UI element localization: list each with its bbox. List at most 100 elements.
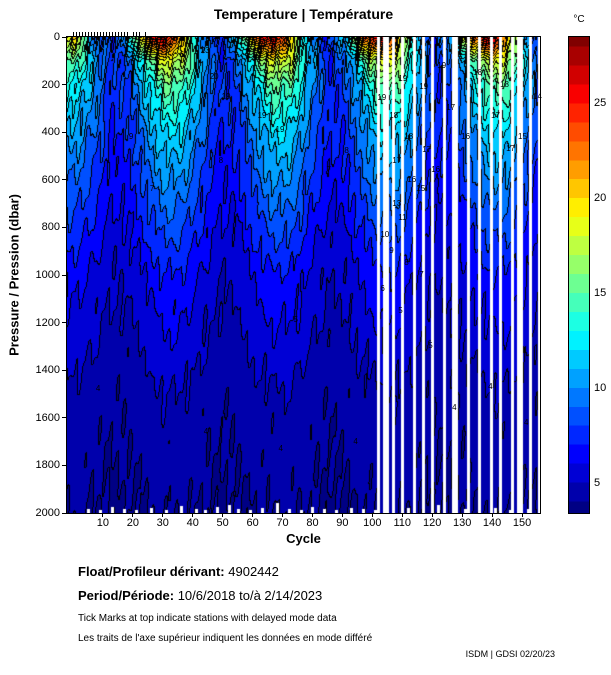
y-axis-tick-label: 200	[41, 78, 60, 91]
delayed-mode-tick	[96, 32, 98, 37]
x-axis-tick-mark	[282, 513, 284, 517]
x-axis-tick-mark	[521, 513, 523, 517]
contour-label: 19	[275, 124, 285, 134]
y-axis-tick-mark	[62, 84, 67, 86]
contour-label: 23	[200, 46, 210, 56]
contour-label: 5	[398, 305, 403, 315]
colorbar-tick-label: 15	[594, 287, 607, 300]
delayed-mode-tick	[72, 32, 74, 37]
y-axis-tick-mark	[62, 131, 67, 133]
contour-label: 4	[95, 384, 101, 394]
contour-label: 6	[179, 49, 185, 59]
x-axis-tick-mark	[341, 513, 343, 517]
delayed-mode-tick	[126, 32, 128, 37]
contour-label: 4	[524, 417, 529, 427]
delayed-mode-tick	[75, 32, 77, 37]
delayed-mode-tick	[120, 32, 122, 37]
delayed-mode-tick	[81, 32, 83, 37]
contour-label: 17	[491, 110, 500, 120]
y-axis-tick-label: 600	[41, 173, 60, 186]
colorbar-tick-label: 5	[594, 476, 601, 489]
x-axis-tick-mark	[102, 513, 104, 517]
contour-label: 20	[293, 54, 303, 64]
x-axis-tick-mark	[431, 513, 433, 517]
x-axis-tick-label: 80	[306, 517, 319, 529]
delayed-mode-tick	[90, 32, 92, 37]
x-axis-tick-mark	[132, 513, 134, 517]
period-line: Period/Période: 10/6/2018 to/à 2/14/2023	[78, 588, 322, 603]
delayed-mode-tick	[114, 32, 116, 37]
colorbar-tick-label: 20	[594, 192, 607, 205]
contour-label: 5	[293, 315, 298, 325]
y-axis-tick-label: 400	[41, 126, 60, 139]
contour-label: 18	[389, 110, 399, 120]
contour-label: 17	[392, 155, 402, 165]
x-axis-label: Cycle	[286, 531, 321, 546]
period-label: Period/Période:	[78, 588, 175, 603]
x-axis-tick-mark	[491, 513, 493, 517]
contour-label: 16	[431, 165, 441, 175]
delayed-mode-tick	[105, 32, 107, 37]
contour-label: 16	[407, 174, 417, 184]
y-axis-tick-mark	[62, 369, 67, 371]
contour-label: 19	[419, 81, 429, 91]
y-axis-tick-label: 800	[41, 221, 60, 234]
y-axis-tick-label: 1400	[35, 364, 60, 377]
y-axis-tick-label: 1600	[35, 411, 60, 424]
contour-label: 19	[221, 91, 231, 101]
x-axis-tick-label: 10	[96, 517, 110, 529]
x-axis-tick-mark	[162, 513, 164, 517]
colorbar-unit-label: °C	[573, 14, 585, 25]
x-axis-tick-label: 150	[512, 517, 532, 529]
x-axis-tick-label: 130	[452, 517, 472, 529]
contour-label: 17	[506, 143, 515, 153]
chart-title: Temperature | Température	[213, 6, 394, 22]
y-axis-tick-mark	[62, 322, 67, 324]
delayed-mode-tick	[135, 32, 137, 37]
x-axis-tick-mark	[252, 513, 254, 517]
y-axis-tick-mark	[62, 464, 67, 466]
contour-label: 18	[404, 131, 414, 141]
note-delayed-mode-en: Tick Marks at top indicate stations with…	[78, 613, 337, 624]
float-id-label: Float/Profileur dérivant:	[78, 564, 225, 579]
delayed-mode-tick	[99, 32, 101, 37]
colorbar	[568, 36, 590, 514]
contour-label: 10	[380, 229, 390, 239]
contour-label: 9	[389, 246, 394, 256]
x-axis-tick-label: 70	[276, 517, 289, 529]
x-axis-tick-label: 30	[156, 517, 169, 529]
delayed-mode-tick	[138, 32, 140, 37]
contour-label: 14	[533, 91, 542, 101]
contour-label: 4	[488, 381, 493, 391]
y-axis-label: Pressure / Pression (dbar)	[6, 194, 22, 356]
period-value: 10/6/2018 to/à 2/14/2023	[174, 588, 323, 603]
y-axis-tick-mark	[62, 417, 67, 419]
contour-label: 8	[218, 155, 224, 165]
contour-label: 15	[416, 184, 426, 194]
contour-label: 8	[344, 146, 349, 156]
delayed-mode-tick	[93, 32, 95, 37]
x-axis-tick-mark	[222, 513, 224, 517]
note-delayed-mode-fr: Les traits de l'axe supérieur indiquent …	[78, 633, 373, 644]
colorbar-tick-label: 25	[594, 97, 607, 110]
delayed-mode-tick	[123, 32, 125, 37]
delayed-mode-tick	[78, 32, 80, 37]
delayed-mode-tick	[132, 32, 134, 37]
contour-label: 18	[500, 79, 509, 89]
contour-label: 7	[419, 270, 424, 279]
delayed-mode-tick	[144, 32, 146, 37]
contour-label: 5	[428, 341, 433, 351]
y-axis-tick-mark	[62, 179, 67, 181]
contour-label: 19	[398, 73, 408, 83]
y-axis-tick-mark	[62, 512, 67, 514]
delayed-mode-tick	[102, 32, 104, 37]
contour-label: 17	[446, 103, 456, 113]
x-axis-tick-label: 110	[393, 517, 412, 529]
contour-label: 19	[377, 92, 387, 102]
contour-label: 20	[209, 72, 219, 82]
x-axis-tick-label: 20	[126, 517, 139, 529]
contour-label: 4	[278, 443, 283, 453]
contour-label: 19	[437, 60, 447, 70]
y-axis-tick-mark	[62, 226, 67, 228]
